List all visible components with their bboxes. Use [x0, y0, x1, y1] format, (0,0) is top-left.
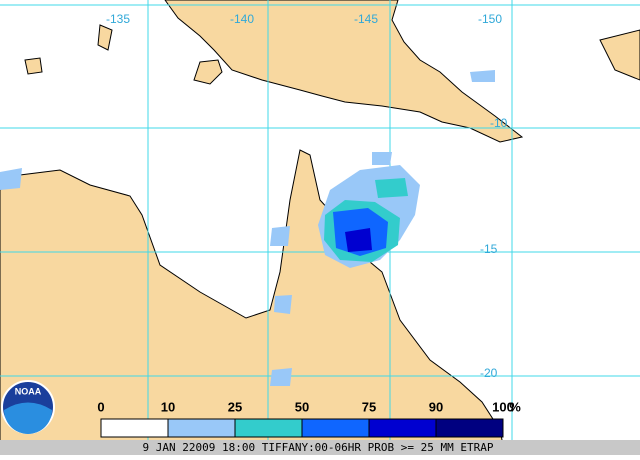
precipitation	[0, 70, 495, 386]
latitude-label: -10	[490, 116, 508, 130]
legend-label: 75	[362, 399, 376, 414]
legend-bin	[301, 418, 370, 438]
longitude-label: -140	[230, 12, 254, 26]
legend-label: 100	[492, 399, 514, 414]
latitude-label: -20	[480, 366, 498, 380]
logo-text: NOAA	[15, 386, 42, 396]
legend: 0 10 25 50 75 90 100%	[97, 399, 521, 438]
legend-bin	[167, 418, 236, 438]
latitude-label: -15	[480, 242, 498, 256]
footer-text: 9 JAN 22009 18:00 TIFFANY:00-06HR PROB >…	[143, 441, 494, 454]
legend-bin	[435, 418, 504, 438]
legend-label: 0	[97, 399, 104, 414]
legend-unit: %	[509, 399, 521, 414]
legend-label: 50	[295, 399, 309, 414]
longitude-label: -135	[106, 12, 130, 26]
longitude-label: -150	[478, 12, 502, 26]
legend-label: 10	[161, 399, 175, 414]
noaa-logo: NOAA	[1, 380, 55, 434]
legend-bin	[234, 418, 303, 438]
footer-bar	[0, 440, 640, 455]
legend-label: 90	[429, 399, 443, 414]
legend-bin	[100, 418, 169, 438]
legend-bin	[368, 418, 437, 438]
graticule	[0, 0, 640, 440]
legend-label: 25	[228, 399, 242, 414]
grid-labels: -135 -140 -145 -150 -10 -15 -20	[106, 12, 508, 380]
longitude-label: -145	[354, 12, 378, 26]
